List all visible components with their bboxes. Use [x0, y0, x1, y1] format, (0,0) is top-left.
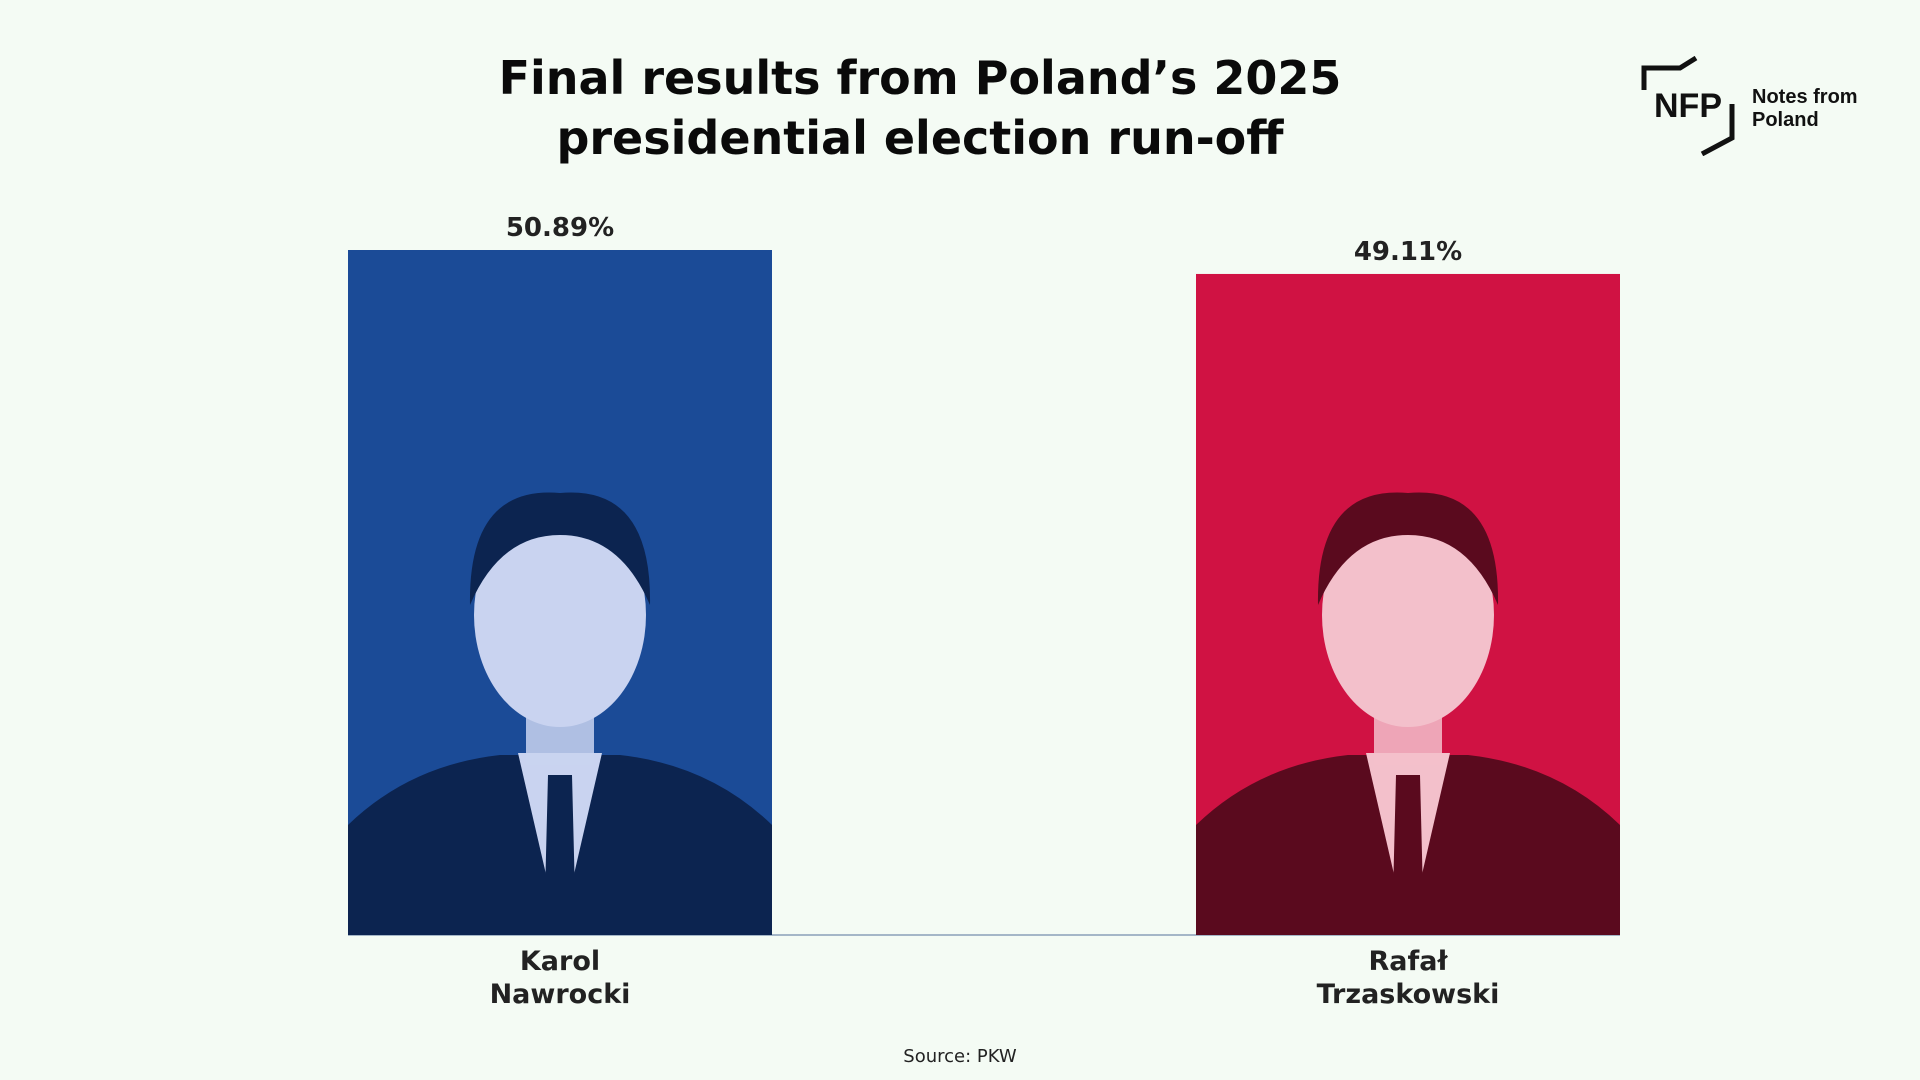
portrait-tie	[1392, 775, 1424, 935]
chart-title-line-1: Final results from Poland’s 2025	[498, 51, 1342, 105]
notes-from-poland-logo: NFP Notes from Poland	[1640, 55, 1860, 157]
category-label-rafal-trzaskowski-line-1: Rafał	[1369, 946, 1449, 977]
portrait-hair	[469, 492, 651, 605]
chart-title: Final results from Poland’s 2025 preside…	[330, 48, 1510, 168]
category-label-rafal-trzaskowski-line-2: Trzaskowski	[1317, 979, 1500, 1010]
portrait-face	[474, 503, 646, 727]
chart-title-line-2: presidential election run-off	[556, 111, 1284, 165]
category-label-karol-nawrocki-line-1: Karol	[520, 946, 600, 977]
nfp-logo-mark: NFP	[1641, 55, 1735, 157]
portrait-hair	[1317, 492, 1499, 605]
nfp-logo-letters: NFP	[1654, 87, 1722, 125]
portrait-karol-nawrocki-icon	[348, 492, 772, 935]
logo-wordmark-line-2: Poland	[1752, 109, 1819, 131]
value-label-karol-nawrocki: 50.89%	[506, 213, 614, 243]
logo-wordmark-line-1: Notes from	[1752, 86, 1858, 108]
category-label-karol-nawrocki-line-2: Nawrocki	[490, 979, 631, 1010]
value-label-rafal-trzaskowski: 49.11%	[1354, 237, 1462, 267]
portrait-tie	[544, 775, 576, 935]
source-note: Source: PKW	[903, 1046, 1017, 1067]
portrait-rafal-trzaskowski-icon	[1196, 492, 1620, 935]
logo-wordmark: Notes from Poland	[1752, 86, 1858, 132]
portrait-face	[1322, 503, 1494, 727]
